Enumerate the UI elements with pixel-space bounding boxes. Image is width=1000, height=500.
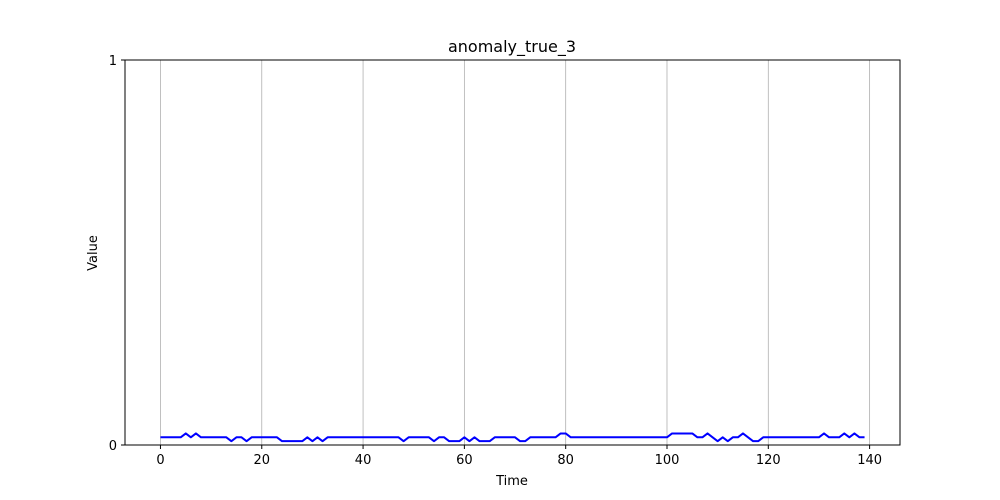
x-tick-label: 60 bbox=[456, 453, 473, 468]
y-tick-label: 1 bbox=[109, 54, 117, 69]
series-line bbox=[160, 432, 865, 443]
x-tick-label: 100 bbox=[655, 453, 680, 468]
plot-frame bbox=[124, 59, 901, 446]
x-tick-label: 40 bbox=[355, 453, 372, 468]
grid-lines bbox=[160, 60, 871, 445]
x-tick-label: 120 bbox=[756, 453, 781, 468]
x-axis-ticks: 0 20 40 60 80 100 120 140 bbox=[156, 445, 882, 468]
x-axis-label: Time bbox=[495, 474, 528, 489]
y-axis-ticks: 01 bbox=[109, 54, 125, 454]
x-tick-label: 20 bbox=[253, 453, 270, 468]
x-tick-label: 140 bbox=[857, 453, 882, 468]
series-layer bbox=[160, 432, 865, 443]
x-tick-label: 0 bbox=[156, 453, 164, 468]
chart-title: anomaly_true_3 bbox=[448, 37, 576, 57]
y-tick-label: 0 bbox=[109, 439, 117, 454]
y-axis-label: Value bbox=[86, 235, 101, 271]
x-tick-label: 80 bbox=[557, 453, 574, 468]
